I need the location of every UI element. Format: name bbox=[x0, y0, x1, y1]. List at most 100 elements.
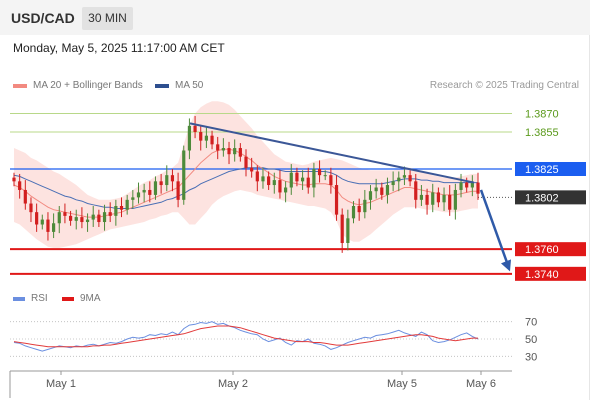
legend-label-bollinger: MA 20 + Bollinger Bands bbox=[33, 80, 143, 91]
candle-body bbox=[272, 180, 276, 186]
candle-body bbox=[216, 144, 220, 151]
candle-body bbox=[278, 180, 282, 193]
candle-body bbox=[284, 187, 288, 193]
candle-body bbox=[102, 212, 107, 223]
candle-body bbox=[63, 212, 67, 216]
candle-body bbox=[261, 176, 265, 182]
candle bbox=[289, 164, 293, 195]
x-tick-label: May 1 bbox=[46, 378, 76, 390]
candle-body bbox=[312, 169, 316, 188]
rsi-ma-line bbox=[13, 325, 478, 348]
rsi-line bbox=[13, 321, 479, 352]
candle bbox=[346, 209, 350, 251]
candle-body bbox=[108, 212, 112, 216]
candle-body bbox=[57, 212, 61, 224]
price-label-1.3870: 1.3870 bbox=[525, 109, 559, 121]
candle-body bbox=[131, 197, 135, 200]
trend-line bbox=[189, 122, 475, 184]
candle bbox=[12, 172, 16, 187]
candle bbox=[63, 203, 67, 224]
candle bbox=[414, 173, 418, 209]
candle bbox=[436, 187, 440, 208]
candle bbox=[278, 170, 282, 199]
legend-label-rsi: RSI bbox=[31, 293, 48, 304]
candle bbox=[419, 185, 424, 206]
legend-swatch-rsi-ma bbox=[62, 296, 74, 301]
candle-body bbox=[85, 219, 90, 223]
candle bbox=[91, 206, 95, 227]
candle-body bbox=[425, 194, 429, 205]
x-tick-label: May 2 bbox=[218, 378, 248, 390]
candle-body bbox=[244, 156, 248, 168]
rsi-tick-70: 70 bbox=[525, 317, 537, 329]
candle bbox=[261, 167, 265, 189]
candle-body bbox=[453, 189, 457, 210]
candle bbox=[363, 189, 367, 219]
candle-body bbox=[165, 175, 169, 186]
timeframe-badge[interactable]: 30 MIN bbox=[82, 7, 133, 30]
candle bbox=[204, 127, 208, 149]
legend-swatch-ma50 bbox=[155, 83, 169, 88]
candle-body bbox=[23, 189, 27, 204]
x-tick-label: May 5 bbox=[387, 378, 417, 390]
candle bbox=[442, 187, 446, 211]
candle bbox=[18, 173, 22, 199]
candle bbox=[431, 183, 435, 213]
price-label-1.3802: 1.3802 bbox=[525, 192, 559, 204]
candle-body bbox=[250, 167, 254, 172]
chart-header: USD/CAD 30 MIN bbox=[0, 0, 590, 35]
price-label-1.3825: 1.3825 bbox=[525, 164, 559, 176]
candle-body bbox=[255, 171, 259, 182]
candle-body bbox=[52, 223, 56, 232]
candle-body bbox=[431, 192, 435, 205]
candle-body bbox=[233, 148, 237, 155]
candle bbox=[182, 145, 186, 205]
candle-body bbox=[476, 182, 480, 194]
candle bbox=[323, 170, 327, 181]
candle bbox=[306, 167, 310, 194]
candle bbox=[125, 194, 129, 215]
candle bbox=[385, 177, 390, 204]
candle bbox=[23, 180, 27, 210]
candle bbox=[453, 183, 457, 220]
candle bbox=[35, 203, 39, 232]
candle bbox=[284, 181, 288, 203]
forecast-arrow-shaft bbox=[479, 189, 510, 266]
candle-body bbox=[238, 148, 242, 157]
candle bbox=[368, 185, 373, 210]
candle-body bbox=[142, 189, 146, 193]
candle-body bbox=[380, 187, 384, 195]
candle-body bbox=[408, 175, 412, 182]
candle-body bbox=[306, 177, 310, 188]
candle bbox=[176, 172, 180, 208]
candle bbox=[210, 130, 214, 150]
candle bbox=[108, 202, 112, 223]
candle bbox=[255, 165, 259, 192]
candle bbox=[85, 213, 90, 232]
candle bbox=[238, 143, 242, 162]
candle-body bbox=[289, 172, 293, 188]
candle-body bbox=[385, 185, 390, 195]
candle-body bbox=[125, 199, 129, 210]
candle bbox=[233, 139, 237, 162]
candle bbox=[476, 172, 480, 200]
legend-swatch-rsi bbox=[13, 296, 25, 301]
candle bbox=[425, 188, 429, 215]
candle-body bbox=[442, 194, 446, 203]
candle bbox=[80, 207, 84, 229]
candle-body bbox=[153, 181, 158, 195]
candle-body bbox=[414, 181, 418, 200]
candle-body bbox=[323, 175, 327, 177]
candle-body bbox=[210, 135, 214, 145]
timestamp: Monday, May 5, 2025 11:17:00 AM CET bbox=[13, 41, 225, 55]
x-tick-label: May 6 bbox=[466, 378, 496, 390]
candle bbox=[52, 213, 56, 239]
candle-body bbox=[193, 125, 197, 132]
candle bbox=[131, 189, 135, 209]
candle bbox=[267, 171, 271, 190]
candle-body bbox=[18, 181, 22, 190]
candle-body bbox=[97, 214, 101, 223]
candle bbox=[459, 173, 463, 198]
candle bbox=[97, 209, 101, 227]
